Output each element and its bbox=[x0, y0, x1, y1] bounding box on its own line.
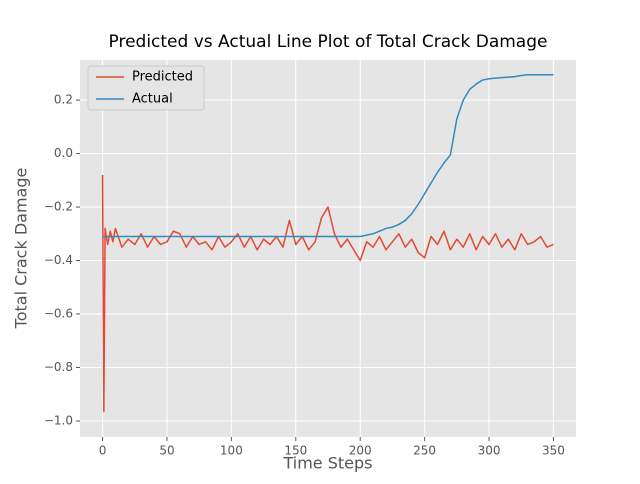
y-tick-label: −0.8 bbox=[44, 360, 73, 374]
y-tick-label: −0.4 bbox=[44, 253, 73, 267]
x-tick-label: 100 bbox=[220, 444, 243, 458]
legend-label: Predicted bbox=[132, 70, 193, 85]
x-tick-label: 350 bbox=[542, 444, 565, 458]
x-tick-label: 50 bbox=[159, 444, 174, 458]
y-tick-label: −0.6 bbox=[44, 307, 73, 321]
y-tick-label: 0.0 bbox=[54, 146, 73, 160]
plot-area bbox=[80, 60, 576, 437]
x-tick-label: 300 bbox=[478, 444, 501, 458]
y-tick-label: −0.2 bbox=[44, 200, 73, 214]
x-axis-label: Time Steps bbox=[282, 454, 372, 473]
y-axis-label: Total Crack Damage bbox=[12, 168, 31, 330]
line-series bbox=[102, 73, 554, 238]
x-tick-label: 200 bbox=[349, 444, 372, 458]
legend-label: Actual bbox=[132, 92, 173, 107]
line-series bbox=[101, 174, 554, 413]
x-tick-label: 0 bbox=[99, 444, 107, 458]
x-tick-label: 150 bbox=[284, 444, 307, 458]
x-tick-label: 250 bbox=[413, 444, 436, 458]
chart-title: Predicted vs Actual Line Plot of Total C… bbox=[109, 32, 548, 52]
y-tick-label: −1.0 bbox=[44, 413, 73, 427]
y-tick-label: 0.2 bbox=[54, 93, 73, 107]
